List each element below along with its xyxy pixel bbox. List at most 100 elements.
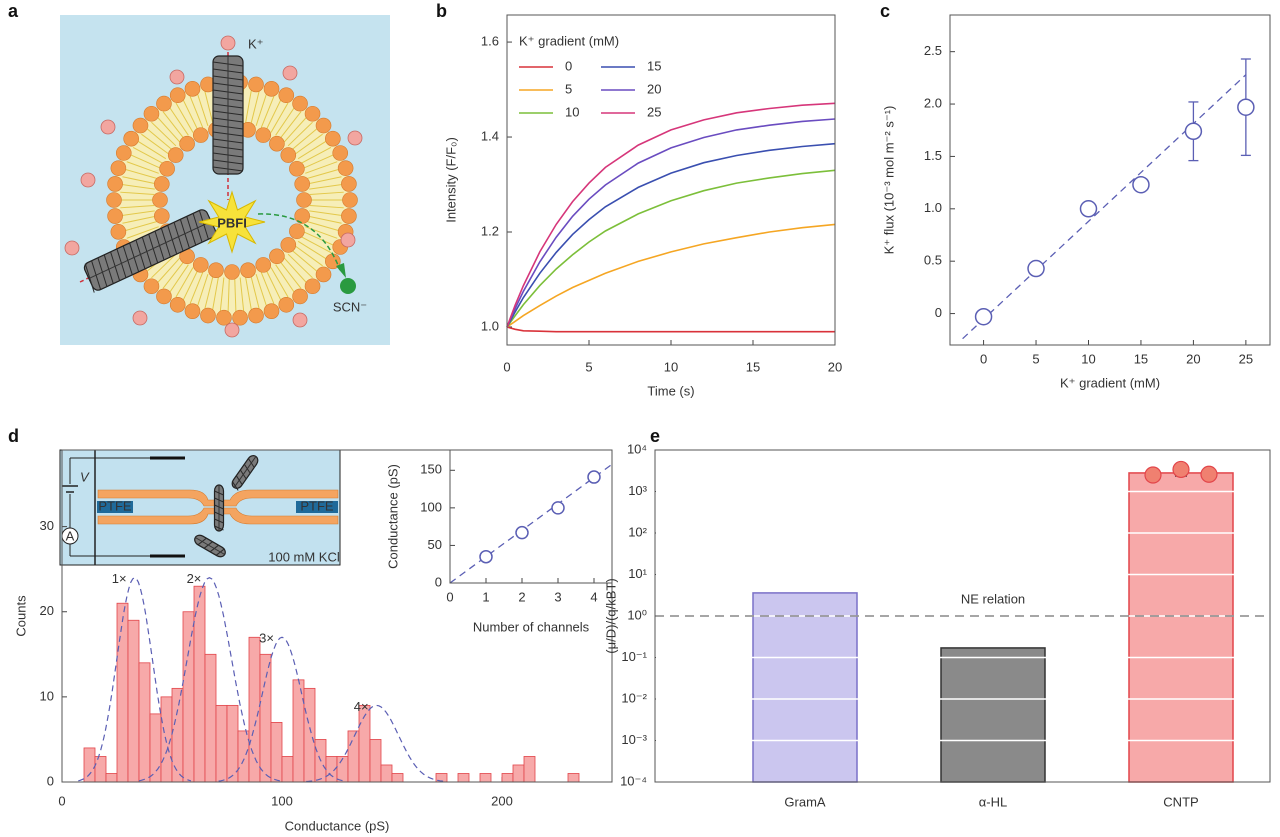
inset-background [450, 450, 612, 583]
lipid-head [154, 176, 170, 192]
y-tick-label: 10⁻³ [621, 732, 647, 747]
x-axis-label: Conductance (pS) [285, 818, 390, 833]
pbfi-star [198, 190, 266, 254]
histogram-bar [523, 756, 536, 783]
y-axis-label: (μ/D)/(q/kBT) [603, 578, 618, 653]
nanotube-lattice [195, 537, 225, 555]
lipid-tail [156, 116, 181, 143]
lipid-head [192, 257, 209, 273]
gaussian-fit [78, 576, 192, 782]
schematic-label: A [66, 528, 75, 543]
fit-line [962, 74, 1247, 340]
lipid-tail [270, 102, 289, 133]
lipid-head [289, 223, 305, 240]
y-tick-label: 2.5 [924, 43, 942, 58]
data-line [506, 169, 836, 328]
gaussian-fit [306, 704, 448, 783]
lipid-tail [121, 210, 155, 217]
lipid-tail [204, 91, 214, 125]
lipid-tail [260, 95, 275, 128]
histogram-bar [226, 704, 239, 783]
lipid-tail [279, 111, 302, 139]
panel-label: b [436, 1, 447, 21]
lipid-head [143, 278, 160, 295]
histogram-bar [303, 687, 316, 783]
x-tick-label: 0 [503, 359, 510, 374]
lipid-tail [212, 276, 219, 311]
legend-label: 15 [647, 58, 661, 73]
ptfe-support [296, 501, 338, 513]
x-tick-label: 15 [746, 359, 760, 374]
lipid-head [280, 147, 297, 163]
lipid-head [159, 160, 175, 177]
lipid-head [269, 248, 285, 265]
histogram-bar [281, 756, 294, 783]
y-tick-label: 100 [420, 499, 442, 514]
x-tick-label: 3 [554, 589, 561, 604]
lipid-tail [303, 231, 335, 247]
legend-label: 20 [647, 81, 661, 96]
lipid-tail [129, 153, 161, 169]
lipid-tail [275, 106, 296, 136]
anion-path [257, 213, 341, 271]
y-tick-label: 10⁻² [621, 690, 647, 705]
lipid-tail [120, 204, 155, 209]
y-tick-label: 10² [628, 524, 647, 539]
lipid-head [152, 192, 168, 208]
x-tick-label: 20 [1186, 351, 1200, 366]
lipid-tail [309, 204, 344, 209]
ptfe-support [97, 501, 133, 513]
lipid-head [292, 95, 308, 112]
x-tick-label: CNTP [1163, 794, 1198, 809]
x-axis-label: Number of channels [473, 619, 590, 634]
potassium-ion [132, 310, 148, 326]
histogram-bar [171, 687, 184, 783]
lipid-tail [294, 133, 323, 155]
lipid-tail [175, 102, 194, 133]
lipid-tail [136, 140, 167, 160]
y-tick-label: 1.4 [481, 128, 499, 143]
y-tick-label: 10³ [628, 483, 647, 498]
potassium-ion [347, 130, 363, 146]
gaussian-fit [218, 636, 346, 782]
y-tick-label: 10⁴ [627, 441, 647, 456]
data-point [1184, 122, 1203, 141]
histogram-bar [369, 739, 382, 783]
lipid-tail [303, 153, 335, 169]
x-tick-label: 1 [482, 589, 489, 604]
y-tick-label: 30 [40, 518, 54, 533]
lipid-head [132, 117, 149, 134]
lipid-head [143, 105, 160, 122]
potassium-ion [292, 312, 308, 328]
lipid-head [232, 309, 248, 326]
lipid-tail [265, 269, 282, 301]
lipid-head [208, 262, 224, 278]
data-point [515, 525, 529, 540]
lipid-tail [121, 183, 155, 190]
lipid-head [248, 76, 264, 93]
fit-line [449, 463, 613, 584]
histogram-bar [149, 713, 162, 783]
lipid-tail [309, 183, 343, 190]
x-tick-label: 200 [491, 793, 513, 808]
lipid-head [107, 208, 123, 224]
data-point [1079, 200, 1098, 218]
membrane [97, 507, 339, 525]
lipid-tail [141, 133, 170, 155]
lipid-head [294, 208, 310, 224]
bar [752, 592, 858, 783]
lipid-tail [189, 95, 204, 128]
lipid-tail [283, 116, 308, 143]
y-tick-label: 10 [40, 688, 54, 703]
histogram-bar [182, 611, 195, 783]
potassium-ion [64, 240, 80, 256]
potassium-ion [100, 119, 116, 135]
data-point [1237, 98, 1255, 116]
lipid-head [280, 237, 297, 253]
y-axis-label: Conductance (pS) [385, 464, 400, 569]
lipid-tail [175, 267, 194, 298]
nanotube-lattice [233, 456, 257, 488]
x-tick-label: 20 [828, 359, 842, 374]
lipid-head [304, 278, 321, 295]
y-tick-label: 0.5 [924, 253, 942, 268]
